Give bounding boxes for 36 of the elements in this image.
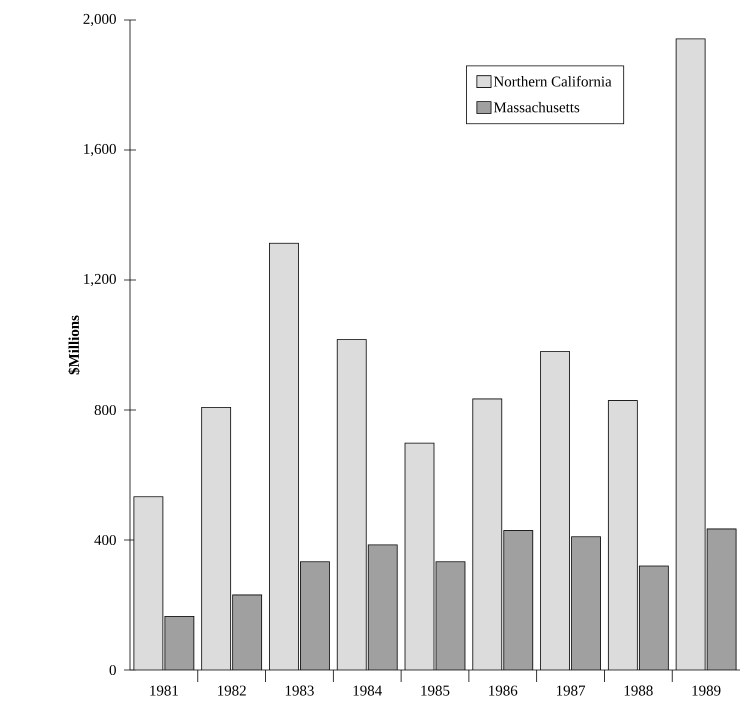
y-axis-title: $Millions [68, 315, 80, 374]
bar [639, 566, 668, 670]
bar [405, 443, 434, 670]
bar [164, 616, 194, 670]
y-tick-label: 0 [110, 664, 116, 676]
x-tick-label: 1982 [218, 686, 246, 696]
bar [572, 536, 601, 670]
bar [540, 351, 570, 670]
bar [202, 407, 231, 670]
bar [368, 544, 398, 670]
bar [232, 594, 262, 670]
x-tick-label: 1985 [421, 686, 450, 696]
y-tick-label: 800 [94, 404, 116, 416]
legend-label: Massachusetts [494, 102, 580, 112]
x-tick-label: 1983 [286, 686, 314, 696]
bar [608, 400, 638, 670]
bar [300, 562, 330, 670]
x-tick-label: 1986 [489, 686, 518, 696]
y-tick-label: 2,000 [84, 14, 116, 26]
bar [676, 38, 706, 670]
bar [337, 339, 366, 670]
bar [269, 243, 298, 670]
y-tick-label: 1,600 [84, 144, 116, 156]
x-tick-label: 1989 [692, 686, 720, 696]
bar [504, 530, 533, 670]
x-tick-label: 1984 [354, 686, 382, 696]
bar [472, 398, 502, 670]
legend-label: Northern California [494, 76, 612, 87]
y-tick-label: 400 [94, 534, 116, 546]
x-tick-label: 1987 [556, 686, 586, 696]
bar [134, 496, 163, 670]
bar [706, 528, 737, 670]
x-tick-label: 1981 [150, 686, 178, 696]
x-tick-label: 1988 [624, 686, 653, 696]
bar [436, 562, 465, 670]
y-tick-label: 1,200 [84, 274, 116, 286]
